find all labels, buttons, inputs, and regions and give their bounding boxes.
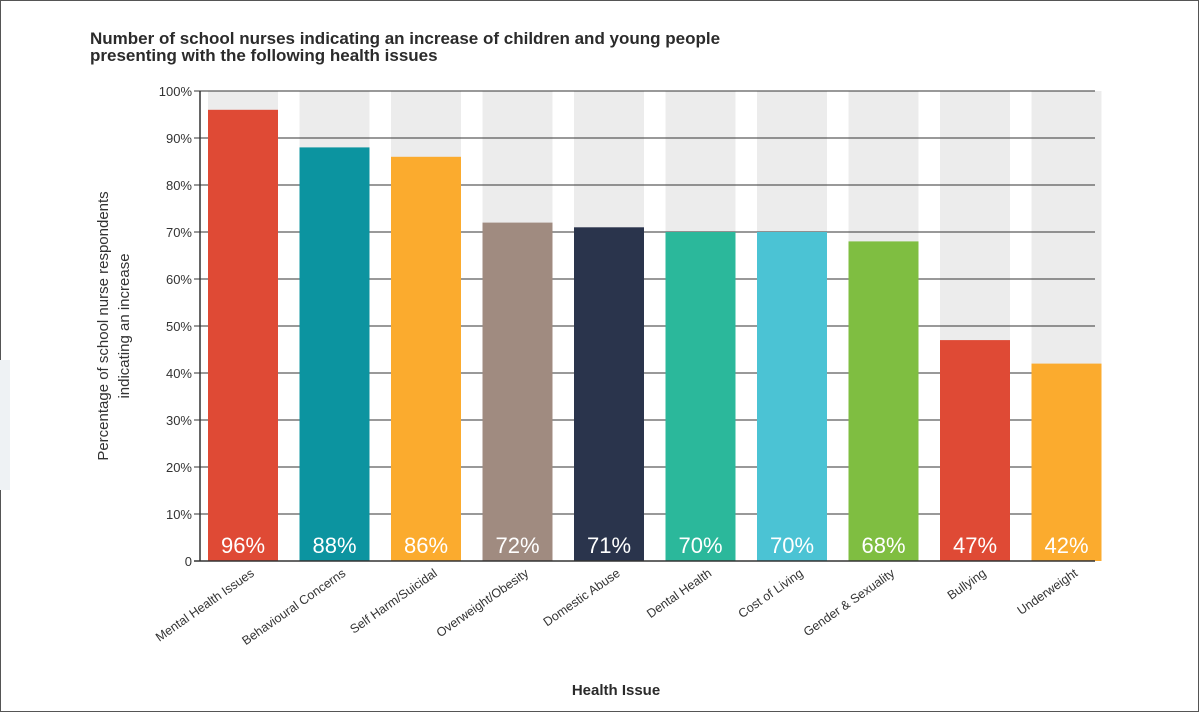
y-tick-labels: 0 10% 20% 30% 40% 50% 60% 70% 80% 90% 100% (159, 84, 193, 569)
data-bar (482, 222, 553, 561)
left-edge-strip (0, 360, 10, 490)
y-tick-label: 40% (166, 366, 192, 381)
data-label: 88% (312, 533, 356, 558)
data-bars (208, 109, 1102, 562)
data-bar (208, 109, 278, 562)
x-tick-label: Overweight/Obesity (434, 566, 532, 640)
x-tick-label: Underweight (1015, 566, 1081, 618)
data-label: 47% (953, 533, 997, 558)
data-label: 72% (495, 533, 539, 558)
y-tick-label: 20% (166, 460, 192, 475)
chart-title-line-1: Number of school nurses indicating an in… (90, 29, 721, 48)
x-tick-label: Bullying (945, 566, 989, 603)
x-tick-label: Cost of Living (736, 566, 806, 621)
x-tick-label: Gender & Sexuality (801, 566, 898, 640)
data-bar (299, 147, 370, 561)
data-label: 68% (861, 533, 905, 558)
y-tick-label: 0 (185, 554, 192, 569)
data-label: 96% (221, 533, 265, 558)
data-label: 86% (404, 533, 448, 558)
data-label: 42% (1044, 533, 1088, 558)
data-label: 71% (587, 533, 631, 558)
data-bar (1031, 363, 1102, 561)
y-tick-label: 70% (166, 225, 192, 240)
x-axis-title: Health Issue (572, 682, 660, 699)
x-tick-label: Behavioural Concerns (239, 566, 348, 648)
data-bar (574, 227, 644, 562)
chart-title-line-2: presenting with the following health iss… (90, 46, 438, 65)
data-bar (757, 232, 827, 561)
y-tick-label: 30% (166, 413, 192, 428)
data-bar (665, 232, 736, 561)
data-labels: 96% 88% 86% 72% 71% 70% 70% 68% 47% 42% (221, 533, 1089, 558)
y-axis-title-line-2: indicating an increase (116, 253, 133, 398)
data-label: 70% (770, 533, 814, 558)
y-tick-label: 100% (159, 84, 193, 99)
y-tick-label: 10% (166, 507, 192, 522)
data-label: 70% (678, 533, 722, 558)
x-tick-label: Domestic Abuse (541, 566, 623, 629)
data-bar (940, 340, 1010, 561)
chart-title: Number of school nurses indicating an in… (90, 30, 990, 64)
y-tick-label: 50% (166, 319, 192, 334)
y-tick-label: 80% (166, 178, 192, 193)
y-tick-label: 90% (166, 131, 192, 146)
y-tick-label: 60% (166, 272, 192, 287)
axes (194, 91, 1095, 562)
x-tick-label: Mental Health Issues (153, 566, 257, 644)
y-axis-title-line-1: Percentage of school nurse respondents (95, 191, 112, 460)
x-tick-label: Dental Health (644, 566, 714, 621)
data-bar (391, 156, 461, 562)
data-bar (848, 241, 919, 561)
x-tick-label: Self Harm/Suicidal (347, 566, 439, 636)
